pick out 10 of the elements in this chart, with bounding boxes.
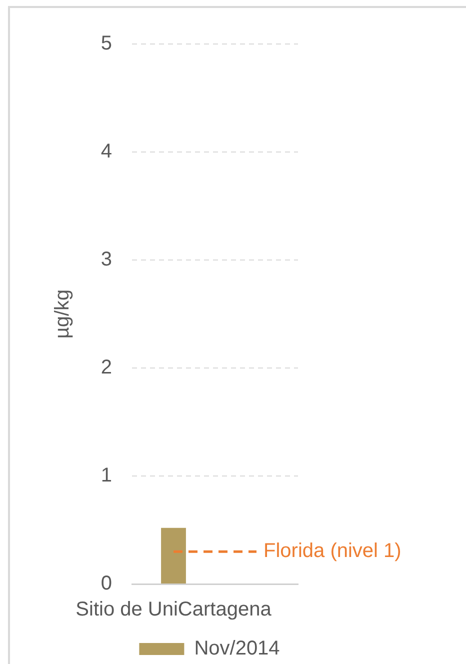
- y-tick-label: 3: [100, 248, 112, 271]
- series-label: Florida (nivel 1): [264, 540, 402, 562]
- y-axis-title: µg/kg: [52, 289, 74, 339]
- x-tick-label: Sitio de UniCartagena: [76, 598, 272, 621]
- y-tick-label: 2: [100, 356, 112, 379]
- y-tick-label: 4: [100, 140, 112, 163]
- legend-label: Nov/2014: [194, 638, 280, 660]
- y-tick-label: 0: [100, 572, 112, 595]
- y-tick-label: 1: [100, 464, 112, 487]
- y-tick-label: 5: [100, 32, 112, 55]
